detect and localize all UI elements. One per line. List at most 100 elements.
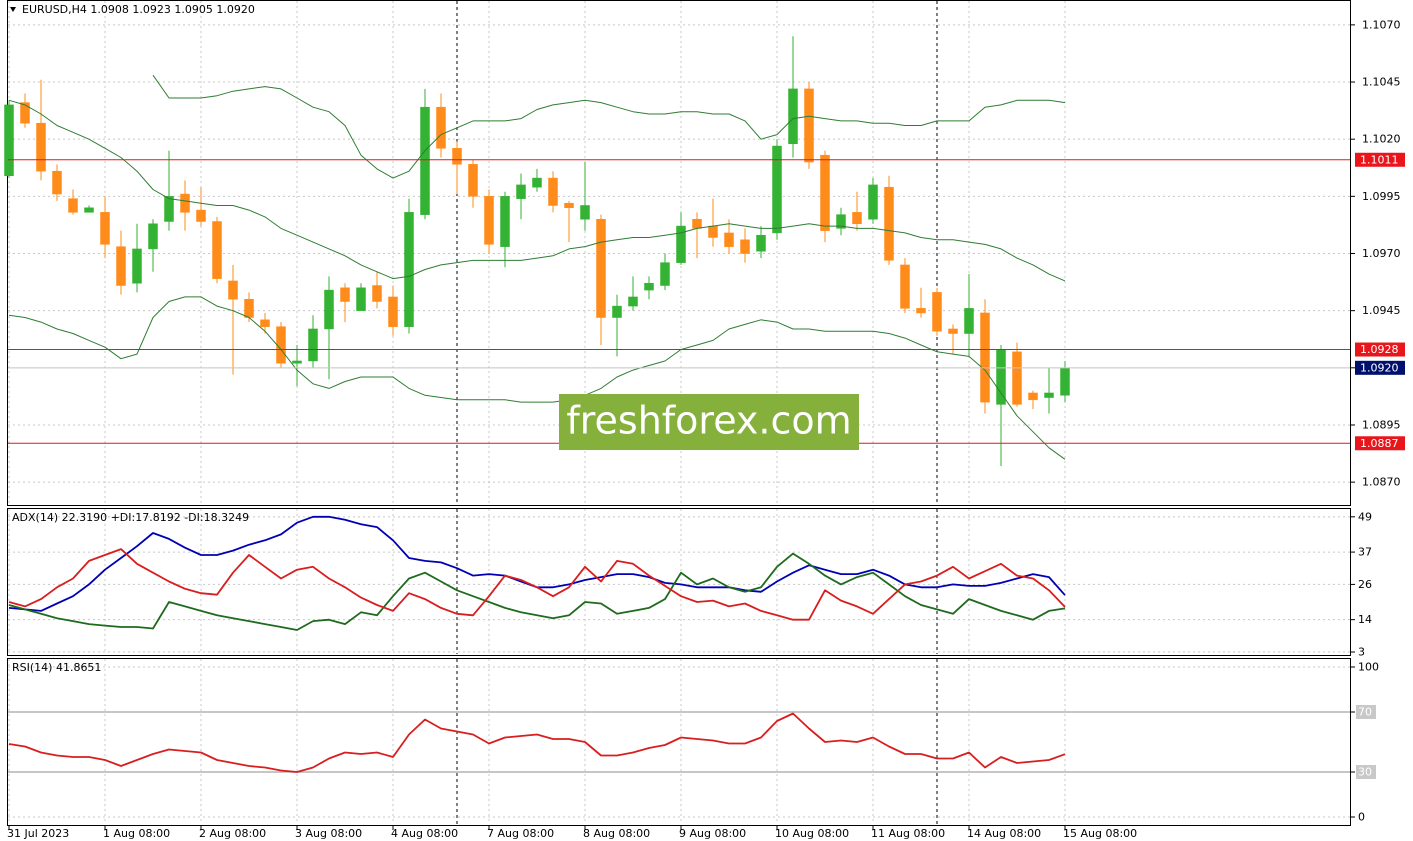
last-price-box bbox=[1355, 360, 1405, 375]
candle-body bbox=[676, 225, 686, 263]
candle-body bbox=[596, 218, 606, 318]
candle-body bbox=[996, 349, 1006, 405]
candle-body bbox=[932, 292, 942, 332]
x-tick-label: 9 Aug 08:00 bbox=[679, 827, 746, 840]
candle-body bbox=[916, 308, 926, 314]
candle-body bbox=[980, 312, 990, 403]
level-label: 1.0928 bbox=[1360, 343, 1399, 356]
candle-body bbox=[868, 184, 878, 220]
y-tick-label: 14 bbox=[1358, 613, 1372, 626]
candle-body bbox=[212, 221, 222, 279]
candle-body bbox=[532, 177, 542, 188]
y-tick-box bbox=[1356, 765, 1376, 779]
candle-body bbox=[4, 104, 14, 177]
candle-body bbox=[132, 248, 142, 284]
y-tick-label: 26 bbox=[1358, 578, 1372, 591]
candle-body bbox=[116, 246, 126, 286]
y-tick-label: 1.1020 bbox=[1362, 133, 1401, 146]
bollinger-band bbox=[8, 296, 1066, 460]
candle-body bbox=[1012, 351, 1022, 405]
candle-body bbox=[836, 214, 846, 229]
x-tick-label: 10 Aug 08:00 bbox=[775, 827, 849, 840]
x-tick-label: 8 Aug 08:00 bbox=[583, 827, 650, 840]
x-tick-label: 3 Aug 08:00 bbox=[295, 827, 362, 840]
indicator-line bbox=[8, 552, 1066, 631]
menu-arrow bbox=[10, 7, 16, 12]
candle-body bbox=[340, 287, 350, 302]
candle-body bbox=[564, 202, 574, 209]
adx-panel bbox=[7, 508, 1351, 656]
x-tick-label: 31 Jul 2023 bbox=[7, 827, 69, 840]
candle-body bbox=[500, 196, 510, 247]
candle-body bbox=[852, 212, 862, 225]
level-label-box bbox=[1355, 342, 1405, 357]
bollinger-band bbox=[152, 74, 1066, 179]
x-tick-label: 1 Aug 08:00 bbox=[103, 827, 170, 840]
candle-body bbox=[244, 298, 254, 318]
candle-body bbox=[164, 196, 174, 222]
candle-body bbox=[788, 88, 798, 145]
candle-body bbox=[436, 106, 446, 149]
candle-body bbox=[276, 326, 286, 364]
candle-body bbox=[100, 212, 110, 245]
candle-body bbox=[308, 328, 318, 362]
candle-body bbox=[660, 262, 670, 286]
last-price-label: 1.0920 bbox=[1360, 361, 1399, 374]
candle-body bbox=[884, 186, 894, 261]
y-tick-label: 3 bbox=[1358, 646, 1365, 659]
candle-body bbox=[740, 239, 750, 254]
y-tick-label: 1.1045 bbox=[1362, 76, 1401, 89]
candle-body bbox=[756, 234, 766, 252]
candle-body bbox=[820, 154, 830, 231]
candle-body bbox=[900, 264, 910, 309]
level-label-box bbox=[1355, 152, 1405, 167]
x-tick-label: 2 Aug 08:00 bbox=[199, 827, 266, 840]
indicator-title: ADX(14) 22.3190 +DI:17.8192 -DI:18.3249 bbox=[12, 511, 249, 524]
candle-body bbox=[260, 319, 270, 327]
y-tick-label: 100 bbox=[1358, 661, 1379, 674]
candle-body bbox=[580, 205, 590, 220]
indicator-line bbox=[8, 548, 1066, 621]
chart-title: EURUSD,H4 1.0908 1.0923 1.0905 1.0920 bbox=[22, 3, 255, 16]
candle-body bbox=[468, 164, 478, 197]
y-tick-label: 37 bbox=[1358, 546, 1372, 559]
candle-body bbox=[452, 148, 462, 165]
x-tick-label: 4 Aug 08:00 bbox=[391, 827, 458, 840]
indicator-line bbox=[8, 712, 1066, 773]
level-label-box bbox=[1355, 436, 1405, 451]
candle-body bbox=[148, 223, 158, 250]
candle-body bbox=[964, 308, 974, 334]
x-tick-label: 7 Aug 08:00 bbox=[487, 827, 554, 840]
candle-body bbox=[68, 198, 78, 213]
y-tick-label: 0 bbox=[1358, 811, 1365, 824]
price-panel bbox=[7, 0, 1351, 506]
y-tick-label: 30 bbox=[1358, 766, 1372, 779]
candle-body bbox=[548, 177, 558, 206]
candle-body bbox=[388, 296, 398, 327]
y-tick-label: 1.0995 bbox=[1362, 190, 1401, 203]
y-tick-label: 70 bbox=[1358, 706, 1372, 719]
candle-body bbox=[948, 328, 958, 334]
candle-body bbox=[404, 212, 414, 327]
candle-body bbox=[36, 122, 46, 172]
candle-body bbox=[356, 287, 366, 311]
candle-body bbox=[1044, 392, 1054, 398]
y-tick-label: 1.0895 bbox=[1362, 418, 1401, 431]
watermark-box bbox=[559, 394, 859, 450]
candle-body bbox=[804, 88, 814, 163]
indicator-title: RSI(14) 41.8651 bbox=[12, 661, 101, 674]
candle-body bbox=[20, 102, 30, 124]
candle-body bbox=[628, 296, 638, 307]
candle-body bbox=[84, 207, 94, 213]
candle-body bbox=[1028, 392, 1038, 401]
candle-body bbox=[420, 106, 430, 215]
candle-body bbox=[372, 285, 382, 302]
x-tick-label: 11 Aug 08:00 bbox=[871, 827, 945, 840]
candle-body bbox=[612, 305, 622, 318]
candle-body bbox=[708, 225, 718, 238]
candle-body bbox=[724, 232, 734, 247]
candle-body bbox=[324, 289, 334, 330]
candle-body bbox=[692, 218, 702, 229]
level-label: 1.1011 bbox=[1360, 153, 1399, 166]
